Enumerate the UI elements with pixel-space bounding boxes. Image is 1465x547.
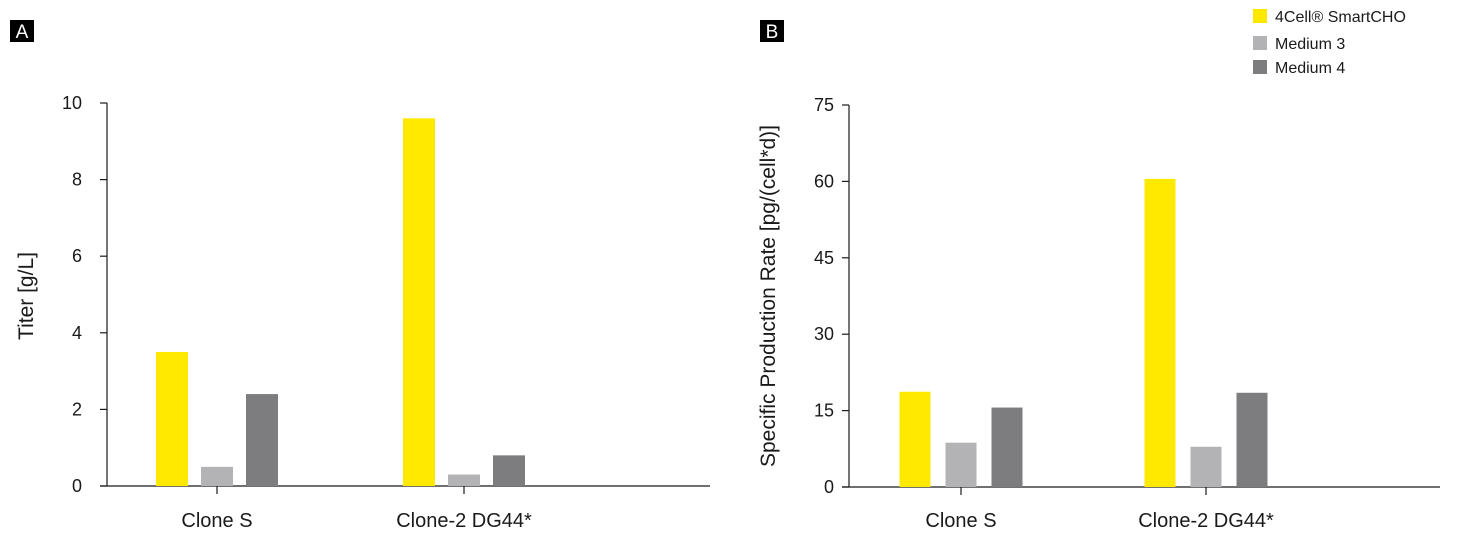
panel-b-y-tick-label: 60 xyxy=(814,171,834,191)
panel-a-bar-medium-3-clone-s xyxy=(201,466,233,486)
panel-a-y-tick-label: 8 xyxy=(72,170,82,190)
legend-swatch-smartcho xyxy=(1253,9,1267,23)
panel-a-y-tick-label: 10 xyxy=(62,93,82,113)
legend-swatch-medium-4 xyxy=(1253,60,1267,74)
panel-b-bar-medium-4-clone-2-dg44 xyxy=(1236,392,1268,487)
panel-b-y-tick-label: 75 xyxy=(814,95,834,115)
panel-b-plot-area: 0 15 30 45 60 75 Clone S Clone-2 DG44* xyxy=(814,95,1440,532)
panel-b-bar-4cell-smartcho-clone-2-dg44 xyxy=(1144,178,1176,487)
panel-a-badge xyxy=(10,20,34,42)
legend: 4Cell® SmartCHO Medium 3 Medium 4 xyxy=(1253,9,1406,77)
panel-a-chart: A Titer [g/L] 0 2 4 6 8 10 Clone S Clone-2 DG44… xyxy=(10,20,710,532)
panel-b-label: B xyxy=(766,22,779,43)
legend-item-smartcho: 4Cell® SmartCHO xyxy=(1253,9,1406,26)
panel-b-y-tick-label: 15 xyxy=(814,401,834,421)
panel-b-bar-medium-3-clone-2-dg44 xyxy=(1190,446,1222,487)
legend-label-medium-4: Medium 4 xyxy=(1275,60,1345,77)
panel-b-bar-4cell-smartcho-clone-s xyxy=(899,391,931,487)
panel-a-bar-medium-4-clone-2-dg44 xyxy=(493,455,525,486)
panel-a-bar-medium-4-clone-s xyxy=(246,394,278,486)
panel-a-category-label: Clone-2 DG44* xyxy=(396,510,532,532)
panel-a-bar-4cell-smartcho-clone-s xyxy=(156,351,188,486)
panel-a-y-tick-label: 2 xyxy=(72,399,82,419)
legend-item-medium-3: Medium 3 xyxy=(1253,36,1345,53)
panel-a-plot-area: 0 2 4 6 8 10 Clone S Clone-2 DG44* xyxy=(62,93,710,532)
panel-b-y-axis-title: Specific Production Rate [pg/(cell*d)] xyxy=(757,125,780,467)
panel-b-y-tick-label: 30 xyxy=(814,324,834,344)
panel-b-y-tick-label: 0 xyxy=(824,477,834,497)
panel-a-y-axis-title: Titer [g/L] xyxy=(15,252,38,340)
panel-b-chart: B Specific Production Rate [pg/(cell*d)]… xyxy=(757,20,1440,532)
panel-b-y-tick-label: 45 xyxy=(814,248,834,268)
panel-a-bar-medium-3-clone-2-dg44 xyxy=(448,474,480,486)
panel-a-bar-4cell-smartcho-clone-2-dg44 xyxy=(403,118,435,486)
panel-b-badge xyxy=(760,20,784,42)
panel-b-bar-medium-4-clone-s xyxy=(991,407,1023,487)
panel-b-category-label: Clone S xyxy=(925,510,996,532)
legend-label-smartcho: 4Cell® SmartCHO xyxy=(1275,9,1406,26)
legend-label-medium-3: Medium 3 xyxy=(1275,36,1345,53)
panel-a-label: A xyxy=(16,22,29,43)
legend-item-medium-4: Medium 4 xyxy=(1253,60,1345,77)
legend-swatch-medium-3 xyxy=(1253,36,1267,50)
panel-a-y-tick-label: 6 xyxy=(72,246,82,266)
panel-a-y-tick-label: 4 xyxy=(72,323,82,343)
panel-b-bar-medium-3-clone-s xyxy=(945,442,977,487)
panel-b-category-label: Clone-2 DG44* xyxy=(1138,510,1274,532)
panel-a-category-label: Clone S xyxy=(181,510,252,532)
panel-a-y-tick-label: 0 xyxy=(72,476,82,496)
